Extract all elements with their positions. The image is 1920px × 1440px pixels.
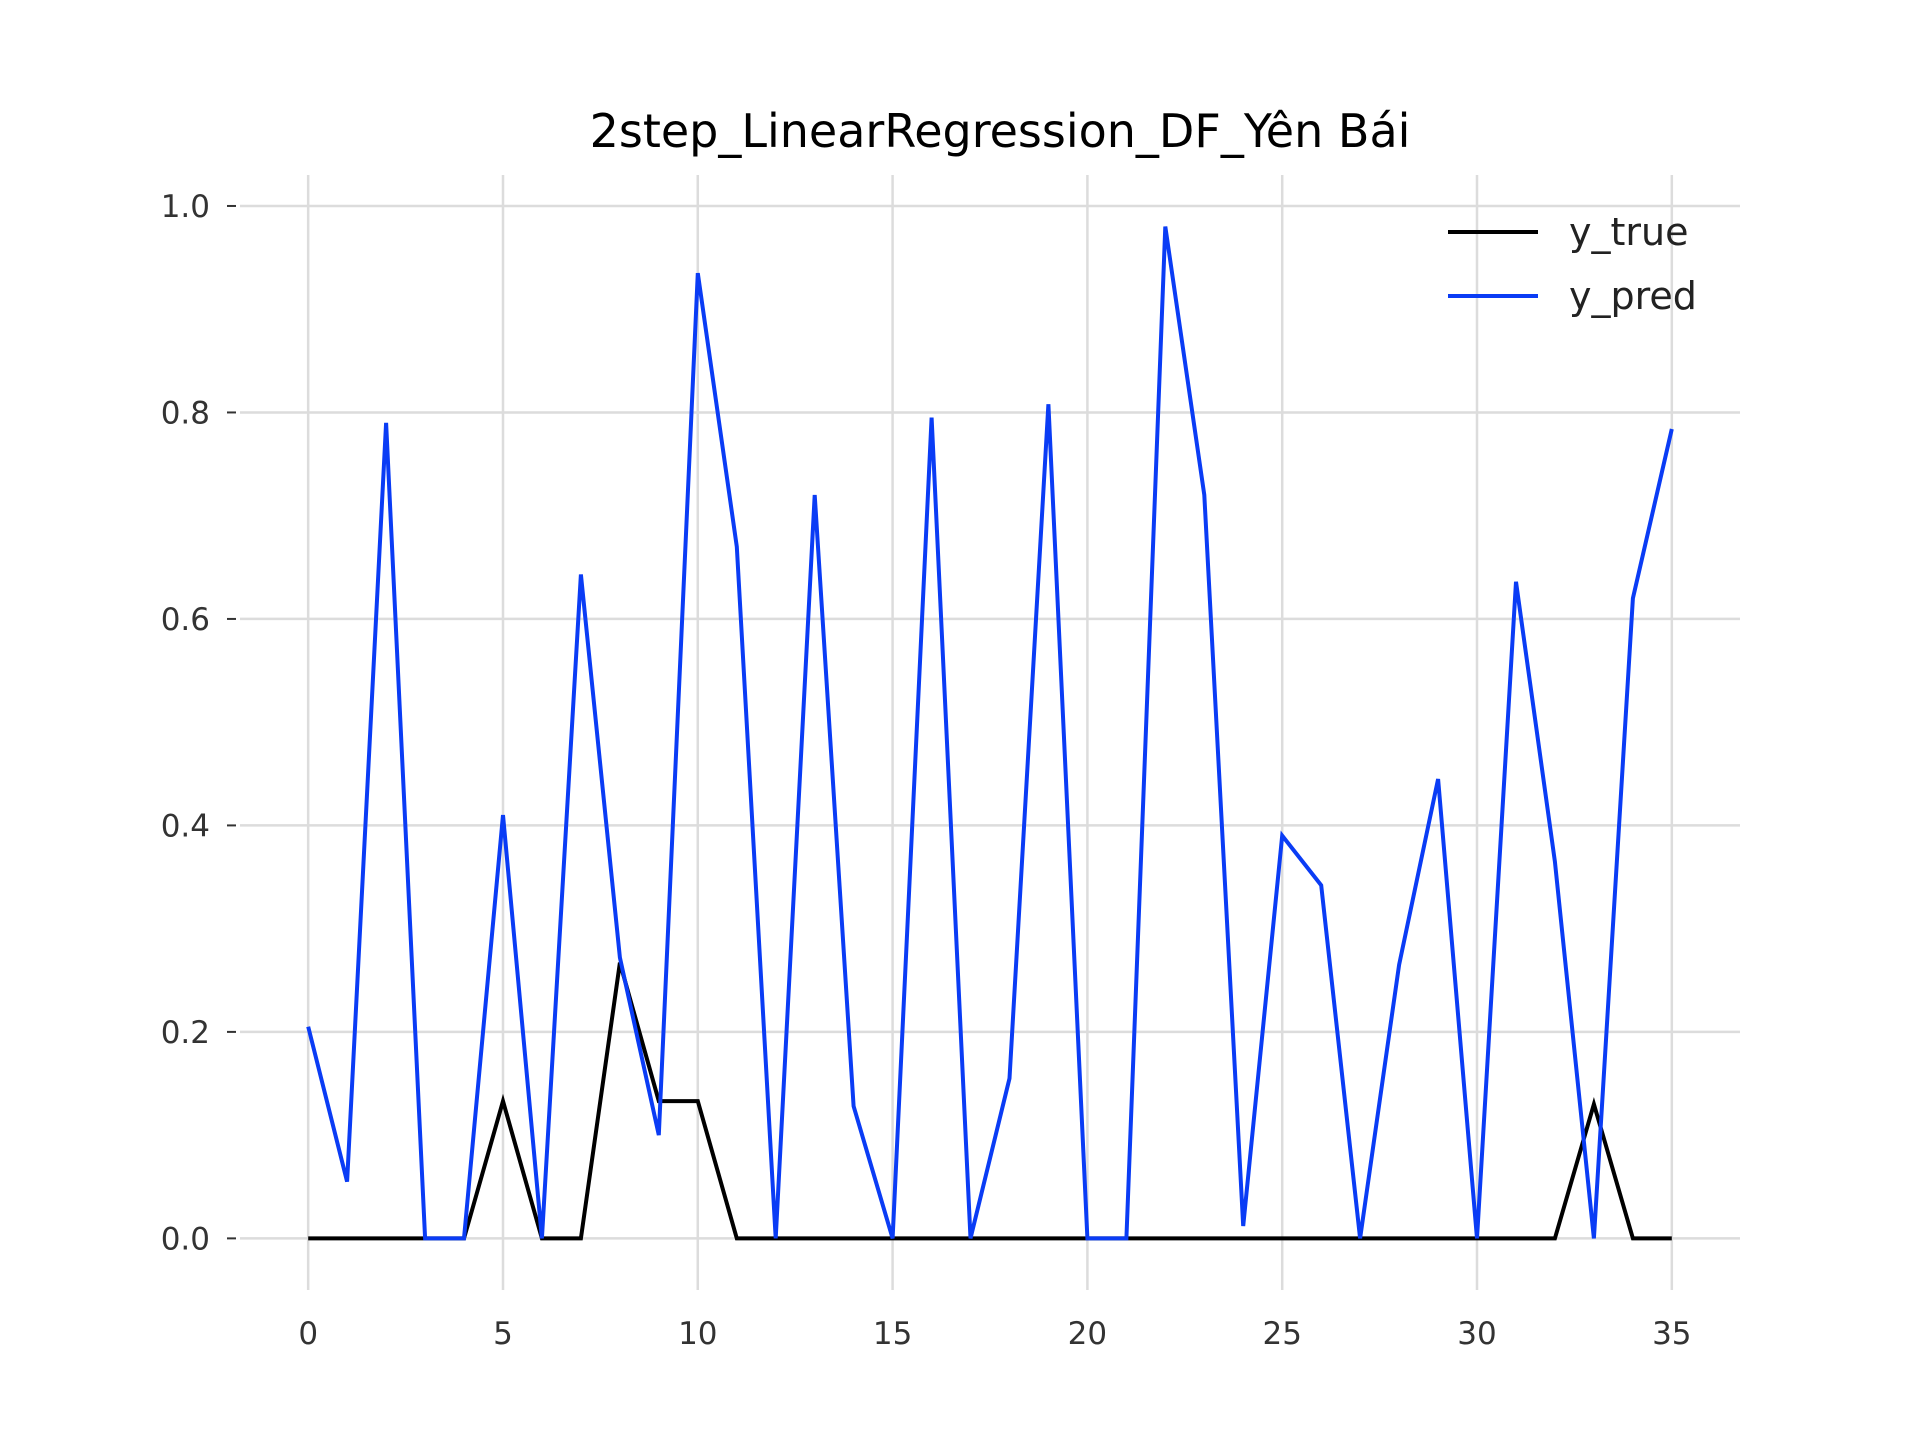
y-tick-label: 0.6 xyxy=(161,602,210,638)
series-line-y_true xyxy=(308,962,1672,1241)
y-axis: 0.0 0.2 0.4 0.6 0.8 1.0 xyxy=(161,189,236,1257)
y-tick-label: 1.0 xyxy=(161,189,210,225)
x-tick-label: 20 xyxy=(1068,1316,1107,1352)
x-tick-label: 30 xyxy=(1457,1316,1496,1352)
series-lines xyxy=(306,226,1674,1241)
x-tick-label: 15 xyxy=(873,1316,912,1352)
x-tick-label: 10 xyxy=(678,1316,717,1352)
y-tick-label: 0.2 xyxy=(161,1015,210,1051)
chart-title: 2step_LinearRegression_DF_Yên Bái xyxy=(590,104,1411,158)
x-axis: 0 5 10 15 20 25 30 35 xyxy=(298,1316,1691,1352)
x-tick-label: 0 xyxy=(298,1316,318,1352)
y-tick-label: 0.8 xyxy=(161,395,210,431)
series-line-y_pred xyxy=(306,226,1674,1241)
y-tick-label: 0.4 xyxy=(161,808,210,844)
x-tick-label: 25 xyxy=(1262,1316,1301,1352)
grid xyxy=(240,175,1740,1290)
legend-label-y_true: y_true xyxy=(1569,210,1688,254)
legend: y_true y_pred xyxy=(1448,210,1697,318)
legend-label-y_pred: y_pred xyxy=(1569,274,1697,318)
x-tick-label: 35 xyxy=(1652,1316,1691,1352)
x-tick-label: 5 xyxy=(493,1316,513,1352)
y-tick-label: 0.0 xyxy=(161,1221,210,1257)
